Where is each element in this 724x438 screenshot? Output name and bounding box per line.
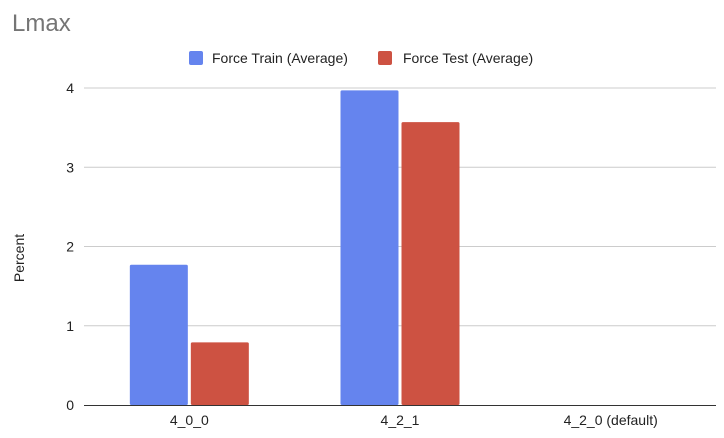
- gridlines: [84, 87, 716, 327]
- x-tick-label: 4_2_1: [381, 412, 420, 428]
- y-tick-label: 1: [66, 318, 74, 334]
- bars: [129, 90, 460, 405]
- legend-swatch-force-train: [189, 51, 203, 65]
- y-tick-label: 3: [66, 159, 74, 175]
- x-tick-label: 4_2_0 (default): [564, 412, 658, 428]
- legend: Force Train (Average) Force Test (Averag…: [189, 50, 533, 66]
- legend-swatch-force-test: [378, 51, 392, 65]
- y-tick-labels: 0 1 2 3 4: [66, 80, 74, 413]
- bar-force-test-0: [190, 342, 249, 405]
- bar-force-test-1: [401, 122, 460, 405]
- x-tick-labels: 4_0_0 4_2_1 4_2_0 (default): [170, 412, 658, 428]
- y-tick-label: 2: [66, 239, 74, 255]
- bar-force-train-0: [129, 264, 188, 405]
- x-tick-label: 4_0_0: [170, 412, 209, 428]
- y-axis-label: Percent: [11, 234, 27, 282]
- legend-label-force-test: Force Test (Average): [403, 50, 533, 66]
- legend-label-force-train: Force Train (Average): [212, 50, 348, 66]
- chart-title: Lmax: [12, 10, 71, 37]
- bar-force-train-1: [340, 90, 399, 405]
- y-tick-label: 0: [66, 397, 74, 413]
- y-tick-label: 4: [66, 80, 74, 96]
